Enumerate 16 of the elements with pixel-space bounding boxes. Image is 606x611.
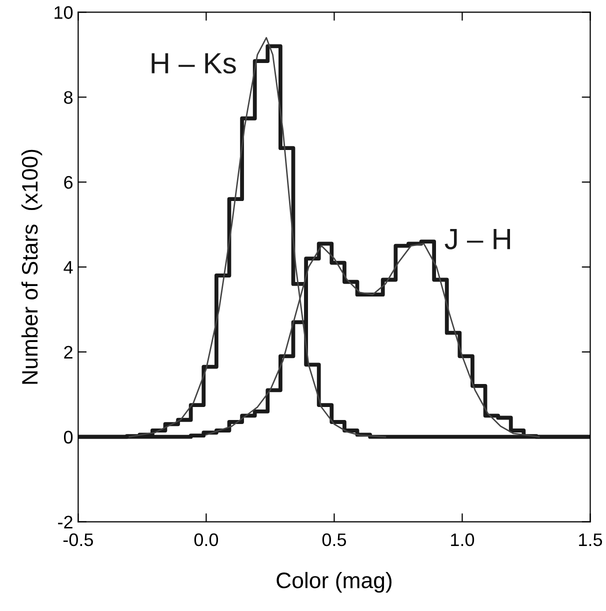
y-tick-label: 0 bbox=[64, 430, 73, 444]
y-tick-label: 6 bbox=[64, 176, 73, 189]
x-tick-label: 1.0 bbox=[451, 533, 474, 546]
y-tick-label: 2 bbox=[64, 346, 72, 358]
series-label: H – Ks bbox=[152, 53, 236, 74]
y-tick-label: 4 bbox=[64, 261, 73, 274]
series-label: J – H bbox=[444, 229, 510, 250]
x-tick-label: 0.5 bbox=[322, 533, 346, 546]
x-tick-label: 1.5 bbox=[579, 534, 602, 546]
y-axis-title: Number of Stars (x100) bbox=[21, 150, 42, 384]
y-tick-label: 10 bbox=[54, 6, 73, 19]
x-tick-label: -0.5 bbox=[63, 533, 93, 546]
x-axis-title: Color (mag) bbox=[276, 572, 392, 593]
x-tick-label: 0.0 bbox=[194, 533, 218, 546]
y-tick-label: -2 bbox=[58, 516, 72, 528]
y-tick-label: 8 bbox=[64, 91, 73, 104]
